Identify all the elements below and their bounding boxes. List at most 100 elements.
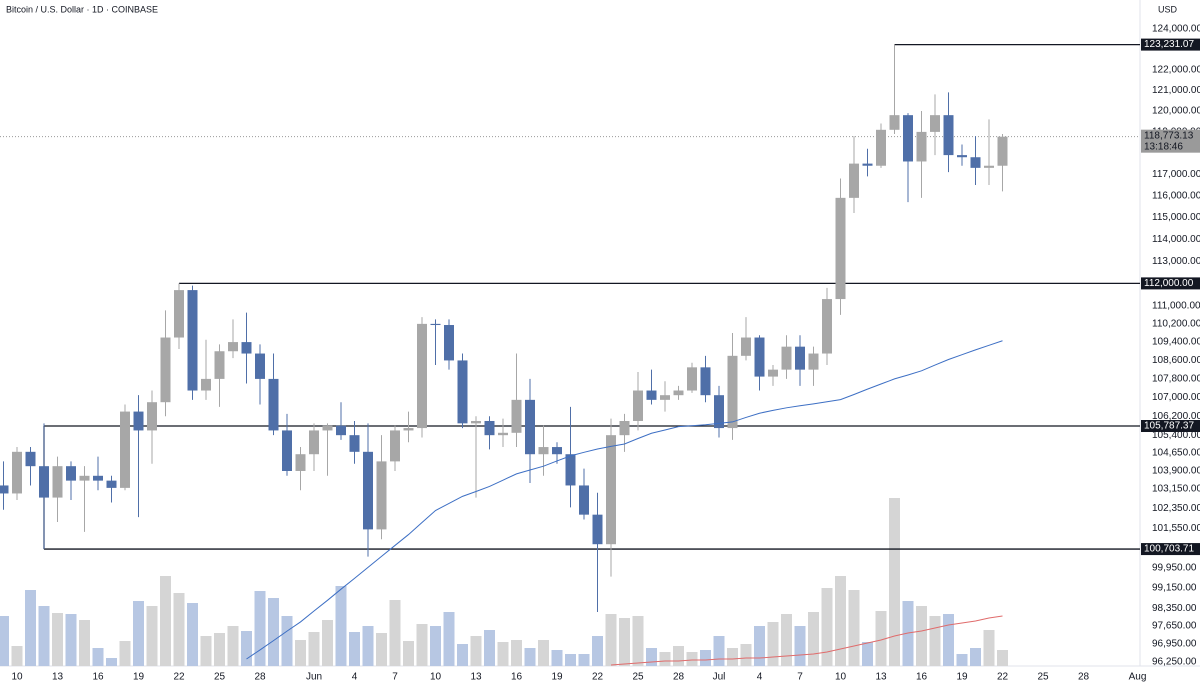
volume-bar: [92, 648, 104, 666]
y-tick-label: 110,200.00: [1152, 319, 1200, 330]
x-tick-label: 16: [511, 672, 523, 683]
candle-body: [174, 290, 184, 338]
volume-bar: [322, 620, 333, 666]
volume-bar: [119, 641, 131, 666]
candle-body: [160, 337, 171, 403]
volume-bar: [281, 616, 293, 666]
candle-body: [660, 395, 670, 400]
candle-body: [403, 428, 414, 431]
volume-bar: [997, 650, 1008, 666]
y-tick-label: 120,000.00: [1152, 106, 1200, 117]
candle-body: [268, 378, 279, 431]
candle-body: [673, 390, 684, 396]
volume-bar: [619, 618, 630, 666]
x-tick-label: 7: [392, 672, 398, 683]
volume-bar: [308, 632, 320, 666]
volume-bar: [700, 650, 711, 666]
y-tick-label: 107,000.00: [1152, 392, 1200, 403]
candle-body: [714, 395, 724, 429]
volume-bar: [727, 648, 738, 666]
volume-bar: [11, 646, 23, 666]
candle-body: [322, 425, 333, 431]
x-tick-label: 10: [11, 672, 23, 683]
candle-body: [282, 430, 292, 471]
x-tick-label: 13: [875, 672, 887, 683]
candle-body: [552, 447, 562, 455]
candle-body: [471, 420, 481, 424]
x-tick-label: 28: [1078, 672, 1090, 683]
volume-bar: [484, 630, 495, 666]
x-tick-label: 25: [1037, 672, 1049, 683]
moving-average-line: [246, 340, 1003, 660]
y-tick-label: 101,550.00: [1152, 523, 1200, 534]
volume-bar: [403, 641, 414, 666]
currency: USD: [1158, 4, 1178, 14]
y-tick-label: 108,600.00: [1152, 355, 1200, 366]
x-tick-label: 22: [173, 672, 185, 683]
candle-body: [808, 353, 819, 370]
volume-bar: [875, 611, 887, 666]
volume-bar: [146, 606, 158, 666]
candle-body: [25, 451, 36, 467]
volume-bar: [592, 636, 603, 666]
volume-bar: [781, 614, 792, 666]
candle-body: [363, 451, 373, 530]
y-tick-label: 105,400.00: [1152, 430, 1200, 441]
volume-bar: [349, 632, 360, 666]
volume-bar: [943, 614, 954, 666]
candle-body: [619, 420, 630, 436]
candle-body: [228, 342, 238, 352]
volume-bar: [241, 631, 252, 666]
candle-body: [39, 466, 49, 498]
candle-body: [889, 115, 900, 130]
y-tick-label: 109,400.00: [1152, 337, 1200, 348]
candle-body: [214, 351, 225, 379]
level-price-box: [1141, 38, 1200, 51]
volume-bar: [605, 614, 617, 666]
volume-bar: [565, 654, 576, 666]
volume-bar: [767, 622, 779, 666]
candle-body: [727, 355, 738, 429]
candle-body: [768, 369, 778, 377]
y-tick-label: 99,150.00: [1152, 583, 1197, 594]
candle-body: [984, 165, 994, 168]
y-tick-label: 116,000.00: [1152, 190, 1200, 201]
volume-bar: [389, 600, 401, 666]
volume-bar: [551, 650, 563, 666]
volume-bar: [38, 606, 50, 666]
level-price-box: [1141, 277, 1200, 290]
x-tick-label: 19: [133, 672, 145, 683]
volume-bar: [173, 593, 185, 666]
y-tick-label: 111,000.00: [1152, 300, 1200, 311]
y-tick-label: 121,000.00: [1152, 85, 1200, 96]
volume-bar: [794, 626, 806, 666]
candle-body: [444, 325, 454, 361]
candle-body: [781, 346, 792, 370]
level-price-label: 123,231.07: [1144, 39, 1194, 50]
x-tick-label: 16: [92, 672, 104, 683]
volume-ma-line: [610, 615, 1003, 666]
volume-bar: [578, 654, 590, 666]
candle-body: [538, 447, 549, 455]
candle-body: [579, 485, 589, 515]
x-tick-label: 28: [673, 672, 685, 683]
y-tick-label: 114,000.00: [1152, 234, 1200, 245]
volume-bar: [497, 642, 509, 666]
candle-body: [349, 435, 360, 452]
candle-body: [376, 461, 387, 530]
volume-bar: [160, 576, 171, 666]
volume-bar: [295, 640, 306, 666]
volume-bar: [52, 613, 63, 666]
volume-bar: [133, 601, 144, 666]
candle-body: [484, 420, 495, 436]
x-tick-label: Jun: [306, 672, 322, 683]
volume-bar: [227, 626, 239, 666]
volume-bar: [511, 640, 522, 666]
volume-bar: [740, 644, 752, 666]
volume-bar: [470, 636, 482, 666]
candle-body: [390, 430, 400, 462]
candle-body: [849, 163, 859, 198]
volume-bar: [335, 586, 347, 666]
x-tick-label: 16: [916, 672, 928, 683]
